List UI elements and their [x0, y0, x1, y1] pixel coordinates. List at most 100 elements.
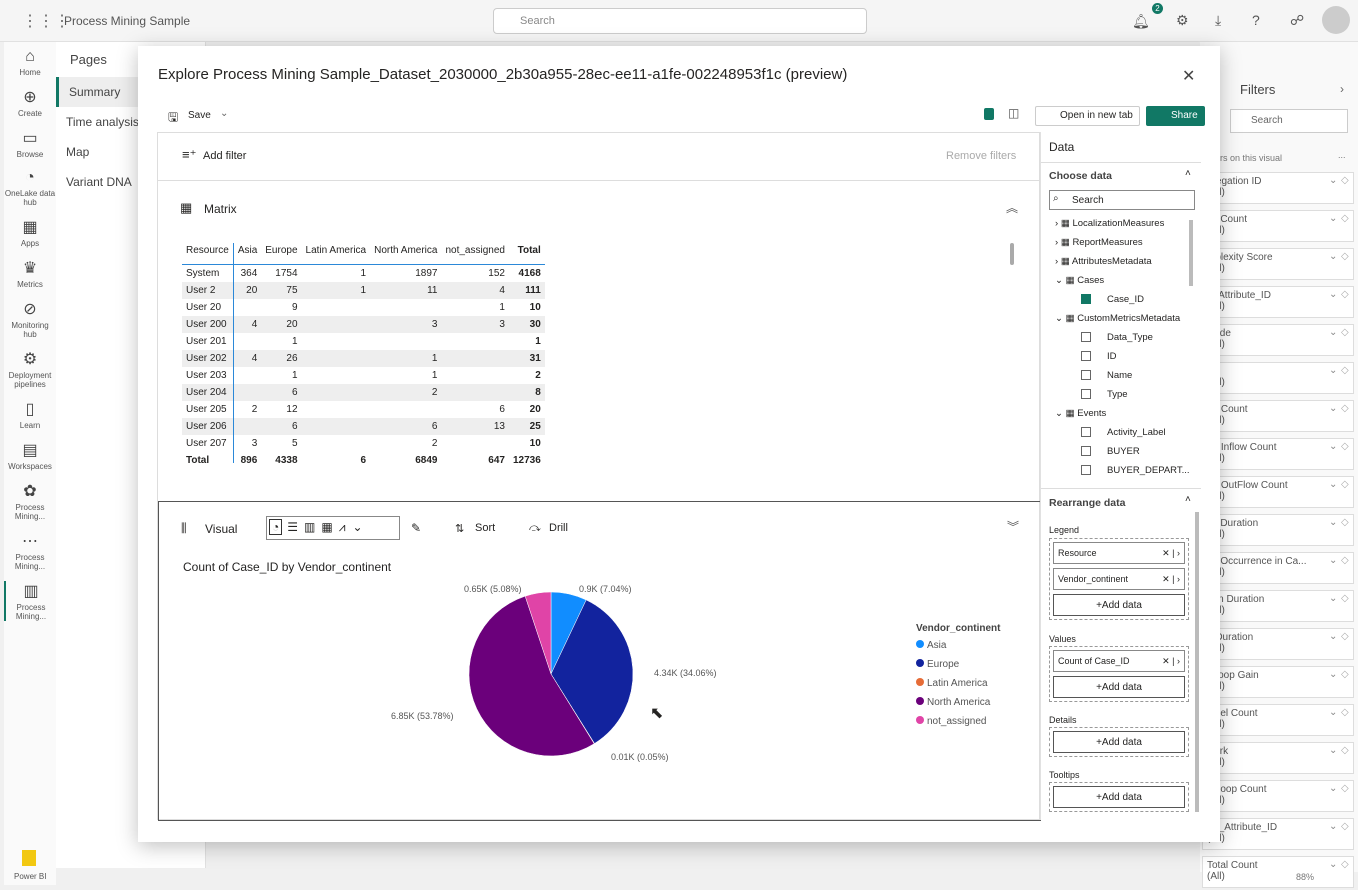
filter-card[interactable]: lf Loop Count(All)⌄◇ — [1202, 780, 1354, 812]
more-icon[interactable]: ... — [1338, 150, 1346, 160]
eraser-icon[interactable]: ◇ — [1341, 289, 1349, 300]
nav-item[interactable]: ▥ Process Mining... — [4, 581, 56, 621]
chevron-down-icon[interactable]: ⌄ — [1329, 213, 1338, 224]
add-data-button[interactable]: +Add data — [1053, 676, 1185, 698]
checkbox[interactable] — [1081, 427, 1091, 438]
share-feedback-icon[interactable]: ☍ — [1290, 12, 1305, 28]
remove-filters-button[interactable]: Remove filters — [946, 150, 1017, 162]
chevron-right-icon[interactable]: › — [1055, 218, 1061, 229]
format-icon[interactable]: ✎ — [411, 521, 422, 535]
remove-icon[interactable]: ✕ | › — [1162, 656, 1180, 666]
field-pill[interactable]: Vendor_continent ✕ | › — [1053, 568, 1185, 590]
chevron-down-icon[interactable]: ⌄ — [1329, 441, 1338, 452]
eraser-icon[interactable]: ◇ — [1341, 175, 1349, 186]
column-chart-icon[interactable]: ▥ — [304, 520, 316, 534]
pie-chart-icon[interactable]: ◔ — [269, 519, 283, 535]
column-header[interactable]: Latin America — [301, 243, 371, 265]
filter-card[interactable]: rallel Count(All)⌄◇ — [1202, 704, 1354, 736]
page-tab[interactable]: Map — [66, 145, 90, 159]
nav-item[interactable]: ⊕ Create — [4, 87, 56, 118]
nav-item[interactable]: ▦ Apps — [4, 217, 56, 248]
chevron-down-icon[interactable]: ⌄ — [1055, 313, 1066, 324]
sort-icon[interactable]: ⇅ — [455, 523, 465, 535]
chevron-down-icon[interactable]: ⌄ — [1329, 365, 1338, 376]
chevron-down-icon[interactable]: ⌄ — [220, 108, 229, 119]
column-header[interactable]: not_assigned — [441, 243, 509, 265]
filters-search[interactable]: Search — [1230, 109, 1348, 133]
save-icon[interactable]: 🖫︎ — [168, 110, 179, 124]
add-data-button[interactable]: +Add data — [1053, 594, 1185, 616]
close-icon[interactable]: ✕ — [1182, 68, 1196, 85]
filter-card[interactable]: art_Attribute_ID(All)⌄◇ — [1202, 818, 1354, 850]
filter-card[interactable]: Node(All)⌄◇ — [1202, 324, 1354, 356]
nav-item[interactable]: ⚙ Deployment pipelines — [4, 349, 56, 389]
checkbox[interactable] — [1081, 446, 1091, 457]
filter-card[interactable]: ax Duration(All)⌄◇ — [1202, 514, 1354, 546]
eraser-icon[interactable]: ◇ — [1341, 859, 1349, 870]
data-tree-item[interactable]: Activity_Label — [1081, 427, 1166, 438]
eraser-icon[interactable]: ◇ — [1341, 669, 1349, 680]
column-header[interactable]: Resource — [182, 243, 234, 265]
filter-card[interactable]: Total Count (All) ⌄ ◇ — [1202, 856, 1354, 888]
legend-item[interactable]: not_assigned — [916, 716, 1000, 727]
rearrange-scrollbar[interactable] — [1195, 512, 1199, 812]
visual-type-picker[interactable]: ◔ ☰ ▥ ▦ ⩘ ⌄ — [266, 516, 400, 540]
chevron-down-icon[interactable]: ⌄ — [1329, 859, 1338, 870]
nav-item[interactable]: ◔ OneLake data hub — [4, 169, 56, 207]
field-pill[interactable]: Count of Case_ID ✕ | › — [1053, 650, 1185, 672]
checkbox[interactable] — [1081, 389, 1091, 400]
bar-chart-icon[interactable]: ☰ — [287, 520, 299, 534]
tree-scrollbar[interactable] — [1189, 220, 1193, 286]
column-header[interactable]: Total — [508, 243, 545, 265]
matrix-scrollbar[interactable] — [1010, 243, 1014, 265]
help-icon[interactable]: ? — [1252, 12, 1260, 28]
data-view-icon[interactable] — [984, 108, 994, 120]
data-tree-item[interactable]: Type — [1081, 389, 1128, 400]
eraser-icon[interactable]: ◇ — [1341, 745, 1349, 756]
eraser-icon[interactable]: ◇ — [1341, 821, 1349, 832]
eraser-icon[interactable]: ◇ — [1341, 783, 1349, 794]
column-header[interactable]: North America — [370, 243, 442, 265]
filter-card[interactable]: bel(All)⌄◇ — [1202, 362, 1354, 394]
eraser-icon[interactable]: ◇ — [1341, 631, 1349, 642]
split-view-icon[interactable]: ◫ — [1008, 106, 1020, 120]
chevron-down-icon[interactable]: ⌄ — [352, 520, 363, 534]
sort-button[interactable]: Sort — [475, 522, 496, 534]
legend-item[interactable]: North America — [916, 697, 1000, 708]
filter-card[interactable]: op Inflow Count(All)⌄◇ — [1202, 438, 1354, 470]
eraser-icon[interactable]: ◇ — [1341, 593, 1349, 604]
eraser-icon[interactable]: ◇ — [1341, 327, 1349, 338]
filter-card[interactable]: gregation ID(All)⌄◇ — [1202, 172, 1354, 204]
rearrange-heading[interactable]: Rearrange data — [1049, 497, 1126, 509]
legend-item[interactable]: Asia — [916, 640, 1000, 651]
remove-icon[interactable]: ✕ | › — [1162, 574, 1180, 584]
page-tab[interactable]: Variant DNA — [66, 175, 132, 189]
data-tree-item[interactable]: Data_Type — [1081, 332, 1153, 343]
add-filter-icon[interactable]: ≡⁺ — [182, 147, 197, 162]
nav-item[interactable]: ⌂ Home — [4, 48, 56, 77]
nav-item[interactable]: ⋯ Process Mining... — [4, 531, 56, 571]
filter-card[interactable]: d_Attribute_ID(All)⌄◇ — [1202, 286, 1354, 318]
eraser-icon[interactable]: ◇ — [1341, 403, 1349, 414]
collapse-up-icon[interactable]: ︽ — [1006, 201, 1019, 215]
eraser-icon[interactable]: ◇ — [1341, 441, 1349, 452]
column-header[interactable]: Europe — [261, 243, 302, 265]
download-icon[interactable]: ⤓ — [1215, 12, 1222, 28]
data-tree-item[interactable]: › ▦ LocalizationMeasures — [1055, 218, 1164, 229]
data-tree-item[interactable]: › ▦ ReportMeasures — [1055, 237, 1143, 248]
filter-card[interactable]: ean Duration(All)⌄◇ — [1202, 590, 1354, 622]
data-tree-item[interactable]: BUYER_DEPART... — [1081, 465, 1190, 476]
nav-item[interactable]: ▭ Browse — [4, 128, 56, 159]
eraser-icon[interactable]: ◇ — [1341, 365, 1349, 376]
chevron-down-icon[interactable]: ⌄ — [1329, 517, 1338, 528]
share-button[interactable]: Share — [1146, 106, 1205, 126]
eraser-icon[interactable]: ◇ — [1341, 479, 1349, 490]
checkbox[interactable] — [1081, 465, 1091, 476]
filter-card[interactable]: mplexity Score(All)⌄◇ — [1202, 248, 1354, 280]
chevron-up-icon[interactable]: ˄ — [1185, 494, 1191, 505]
chevron-down-icon[interactable]: ⌄ — [1329, 707, 1338, 718]
chevron-down-icon[interactable]: ⌄ — [1055, 408, 1066, 419]
table-icon[interactable]: ▦ — [321, 520, 333, 534]
search-input[interactable]: Search — [493, 8, 867, 34]
pie-slice-north-america[interactable] — [468, 595, 595, 757]
